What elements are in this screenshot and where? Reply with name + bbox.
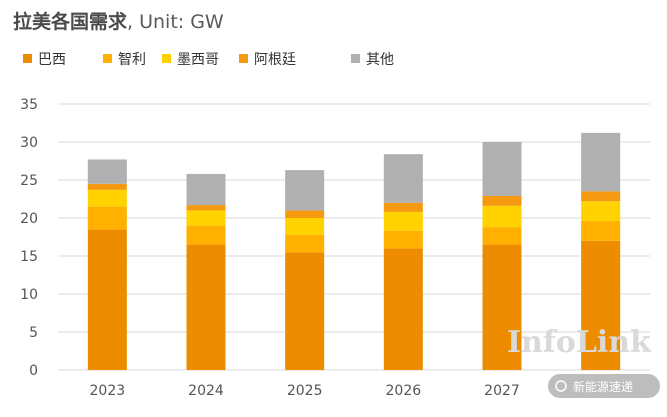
- bar-segment: [482, 195, 522, 206]
- watermark-text: InfoLink: [507, 325, 652, 360]
- bar-segment: [482, 142, 522, 196]
- bar-segment: [285, 210, 325, 218]
- x-tick-label: 2025: [287, 383, 323, 399]
- bar-segment: [285, 170, 325, 211]
- bar-segment: [186, 205, 226, 211]
- y-tick-label: 5: [29, 325, 38, 341]
- bar-segment: [581, 240, 621, 370]
- bar-segment: [87, 189, 127, 207]
- bar-segment: [581, 191, 621, 202]
- x-tick-label: 2026: [386, 383, 422, 399]
- y-tick-label: 30: [20, 135, 38, 151]
- legend-label: 巴西: [38, 52, 66, 68]
- legend-swatch: [162, 54, 171, 63]
- y-tick-label: 0: [29, 363, 38, 379]
- bars: [87, 132, 621, 370]
- gridlines: [58, 103, 650, 371]
- bar-segment: [285, 234, 325, 253]
- legend-swatch: [23, 54, 32, 63]
- footer-badge: [548, 374, 660, 398]
- chart-unit: , Unit: GW: [127, 11, 224, 33]
- bar-segment: [186, 244, 226, 370]
- x-axis: 202320242025202620272028: [90, 383, 619, 399]
- bar-segment: [383, 202, 423, 212]
- y-tick-label: 15: [20, 249, 38, 265]
- x-tick-label: 2024: [188, 383, 224, 399]
- bar-segment: [581, 132, 621, 192]
- chart-title: 拉美各国需求: [13, 10, 128, 33]
- legend-swatch: [239, 54, 248, 63]
- legend-label: 阿根廷: [254, 52, 296, 68]
- x-tick-label: 2023: [90, 383, 126, 399]
- legend-label: 其他: [366, 52, 394, 68]
- x-tick-label: 2027: [484, 383, 520, 399]
- bar-segment: [186, 173, 226, 206]
- bar-segment: [186, 210, 226, 226]
- bar-segment: [482, 244, 522, 370]
- bar-segment: [383, 211, 423, 231]
- bar-segment: [285, 218, 325, 235]
- bar-segment: [383, 154, 423, 203]
- legend: 巴西 智利 墨西哥 阿根廷 其他: [23, 52, 394, 68]
- legend-label: 墨西哥: [177, 52, 219, 68]
- bar-segment: [581, 201, 621, 222]
- bar-segment: [285, 252, 325, 370]
- svg-text:拉美各国需求, Unit: GW: 拉美各国需求, Unit: GW: [13, 10, 224, 33]
- bar-segment: [581, 221, 621, 241]
- legend-swatch: [351, 54, 360, 63]
- footer-text: 新能源速递: [573, 379, 633, 394]
- bar-segment: [383, 248, 423, 370]
- legend-swatch: [103, 54, 112, 63]
- bar-segment: [383, 230, 423, 249]
- y-tick-label: 10: [20, 287, 38, 303]
- bar-segment: [87, 183, 127, 190]
- y-axis: 0 5 10 15 20 25 30 35: [20, 97, 38, 379]
- footer-caption: 新能源速递: [548, 374, 660, 398]
- y-tick-label: 20: [20, 211, 38, 227]
- bar-segment: [482, 227, 522, 245]
- y-tick-label: 35: [20, 97, 38, 113]
- wechat-icon: [555, 380, 567, 392]
- bar-segment: [482, 205, 522, 228]
- bar-segment: [87, 159, 127, 184]
- y-tick-label: 25: [20, 173, 38, 189]
- bar-segment: [186, 225, 226, 245]
- bar-segment: [87, 229, 127, 370]
- legend-label: 智利: [118, 52, 146, 68]
- bar-segment: [87, 206, 127, 230]
